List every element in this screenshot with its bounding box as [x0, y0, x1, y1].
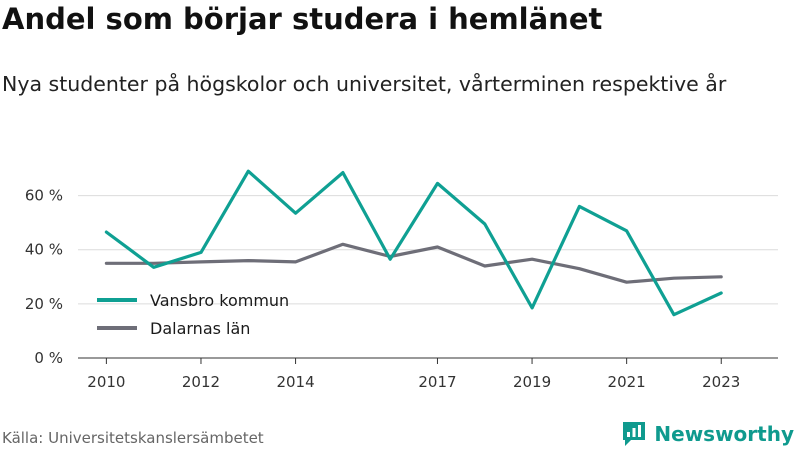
y-tick-label: 40 %: [25, 241, 63, 259]
y-tick-label: 0 %: [34, 349, 63, 367]
y-tick-label: 20 %: [25, 295, 63, 313]
x-tick-label: 2012: [182, 373, 220, 391]
y-tick-label: 60 %: [25, 187, 63, 205]
x-tick-label: 2014: [276, 373, 314, 391]
chart-subtitle: Nya studenter på högskolor och universit…: [2, 72, 727, 96]
series-line-vansbro-kommun: [104, 169, 723, 317]
series-line-dalarnas-län: [104, 242, 723, 284]
source-note: Källa: Universitetskanslersämbetet: [2, 429, 264, 447]
x-tick-label: 2021: [608, 373, 646, 391]
x-tick-label: 2019: [513, 373, 551, 391]
x-tick-label: 2010: [87, 373, 125, 391]
brand-name: Newsworthy: [654, 422, 794, 446]
legend-label: Dalarnas län: [150, 319, 250, 338]
newsworthy-icon: [623, 422, 646, 446]
chart-title: Andel som börjar studera i hemlänet: [2, 2, 603, 36]
newsworthy-logo: Newsworthy: [621, 420, 794, 448]
x-tick-label: 2017: [418, 373, 456, 391]
x-tick-label: 2023: [702, 373, 740, 391]
legend-label: Vansbro kommun: [150, 291, 289, 310]
